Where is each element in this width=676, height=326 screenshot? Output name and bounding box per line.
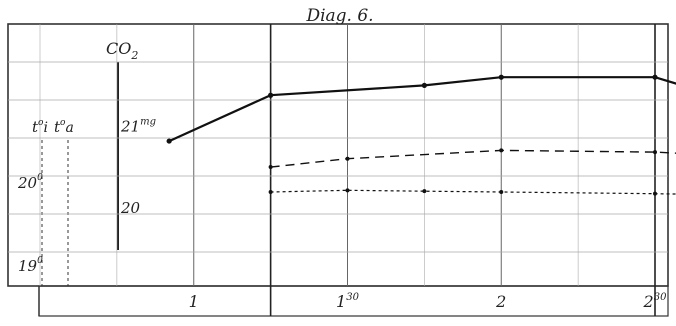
data-point-dashed [653,150,657,155]
data-point-solid [268,92,274,98]
data-point-solid [498,74,504,80]
x-tick-label: 130 [336,292,360,311]
labels-layer: 1130223033304200190toitoaCO221mg20 [17,39,668,311]
temp-series-label: toi [32,118,48,136]
data-point-dashed [268,165,273,170]
temp-tick-label: 190 [18,256,43,275]
data-point-dashed [499,148,504,153]
x-tick-main: 2 [495,292,506,311]
temp-tick-label: 200 [17,173,43,192]
data-point-dashed [345,156,350,161]
temp-series-suffix: i [43,120,47,136]
data-point-solid [652,74,658,80]
co2-tick-sup: mg [140,116,156,127]
x-tick-label: 1 [189,292,199,311]
chart-frame [7,23,669,317]
data-point-dotted [499,190,504,195]
x-tick-main: 1 [189,292,199,311]
co2-label-main: CO [106,39,131,58]
data-point-solid [421,82,427,89]
temp-series-sup: o [38,118,44,128]
temp-tick-sup: 0 [37,256,43,266]
temp-series-t: t [54,118,61,136]
x-tick-sup: 30 [346,292,359,303]
temp-series-t: t [32,118,39,136]
data-point-solid [166,138,172,144]
series-line-solid [168,76,676,143]
temp-tick-main: 19 [18,257,38,275]
co2-axis-label: CO2 [106,39,138,62]
co2-tick-label: 20 [120,199,141,217]
plot-border [7,23,669,287]
temp-tick-sup: 0 [37,173,43,183]
series-layer [166,74,676,196]
x-tick-label: 230 [643,292,668,311]
temp-series-sup: o [60,118,66,128]
data-point-dotted [345,188,350,193]
data-point-dotted [653,191,657,196]
temp-tick-main: 20 [17,174,38,192]
data-point-dotted [422,189,427,194]
x-tick-label: 2 [495,292,506,311]
x-tick-main: 2 [643,292,654,311]
grid [8,24,668,316]
co2-tick-main: 20 [120,199,141,217]
temp-series-label: toa [54,118,74,136]
chart-title: Diag. 6. [305,6,373,26]
co2-tick-main: 21 [120,117,140,135]
x-tick-sup: 30 [654,292,667,303]
data-point-dotted [268,190,273,195]
series-line-dashed [270,149,676,168]
co2-tick-label: 21mg [120,116,156,135]
co2-label-sub: 2 [130,49,138,62]
x-tick-main: 1 [336,292,346,311]
series-line-dotted [270,189,676,195]
temp-series-suffix: a [65,120,73,136]
